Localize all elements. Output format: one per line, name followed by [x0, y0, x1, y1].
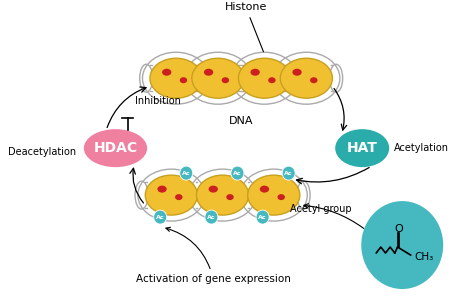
Ellipse shape	[260, 186, 269, 193]
Ellipse shape	[175, 194, 183, 200]
Text: Acetyl group: Acetyl group	[291, 204, 352, 214]
Text: Ac: Ac	[258, 215, 267, 220]
Ellipse shape	[268, 77, 275, 83]
Ellipse shape	[226, 194, 234, 200]
Text: HDAC: HDAC	[94, 141, 138, 155]
Ellipse shape	[146, 175, 197, 215]
Text: Ac: Ac	[182, 171, 190, 176]
Ellipse shape	[180, 77, 187, 83]
Ellipse shape	[157, 186, 167, 193]
Text: CH₃: CH₃	[414, 252, 434, 262]
Text: Deacetylation: Deacetylation	[8, 147, 76, 157]
Ellipse shape	[222, 77, 229, 83]
Text: Acetylation: Acetylation	[394, 143, 449, 153]
Ellipse shape	[204, 69, 213, 76]
Circle shape	[256, 210, 269, 224]
Ellipse shape	[192, 58, 244, 98]
Text: HAT: HAT	[347, 141, 378, 155]
Ellipse shape	[310, 77, 318, 83]
Text: Ac: Ac	[156, 215, 164, 220]
Text: Inhibition: Inhibition	[135, 96, 181, 106]
Text: Ac: Ac	[284, 171, 293, 176]
Ellipse shape	[278, 194, 285, 200]
Ellipse shape	[162, 69, 171, 76]
Text: DNA: DNA	[229, 116, 253, 126]
Text: Activation of gene expression: Activation of gene expression	[136, 227, 291, 284]
Ellipse shape	[238, 58, 291, 98]
Circle shape	[154, 210, 167, 224]
Circle shape	[180, 166, 193, 180]
Ellipse shape	[208, 186, 218, 193]
Circle shape	[205, 210, 218, 224]
Ellipse shape	[196, 175, 249, 215]
Text: Ac: Ac	[233, 171, 242, 176]
Ellipse shape	[248, 175, 300, 215]
Ellipse shape	[150, 58, 202, 98]
Ellipse shape	[84, 129, 147, 167]
Ellipse shape	[335, 129, 389, 167]
Circle shape	[231, 166, 244, 180]
Ellipse shape	[280, 58, 332, 98]
Circle shape	[282, 166, 295, 180]
Text: Histone: Histone	[224, 2, 267, 52]
Text: O: O	[394, 224, 403, 234]
Ellipse shape	[292, 69, 302, 76]
Circle shape	[361, 201, 443, 289]
Ellipse shape	[251, 69, 260, 76]
Text: Ac: Ac	[207, 215, 216, 220]
